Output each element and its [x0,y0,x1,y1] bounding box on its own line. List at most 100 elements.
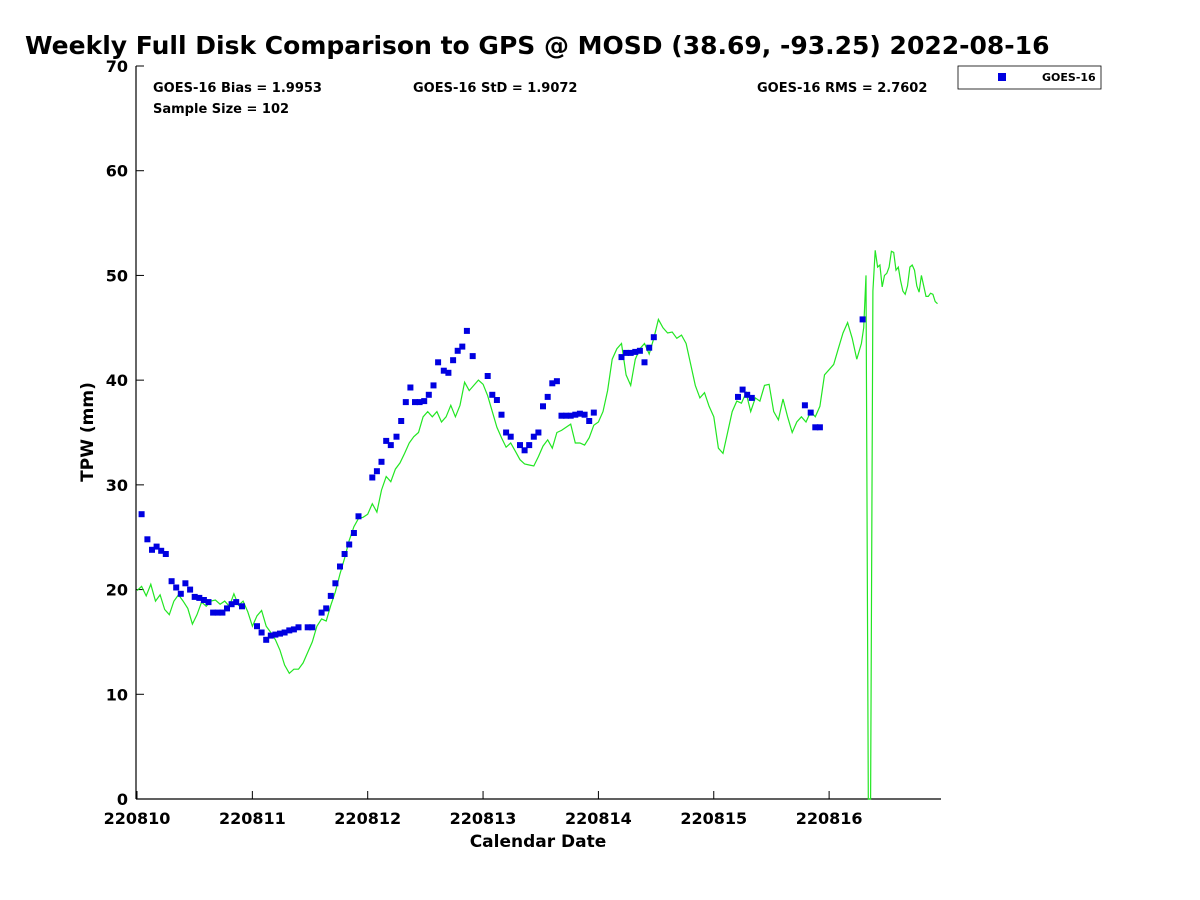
goes-point [816,424,823,431]
y-tick-label: 60 [106,162,128,181]
y-tick-label: 10 [106,685,128,704]
goes-point [812,424,819,431]
goes-point [440,367,447,374]
goes-point [228,601,235,608]
x-tick-label: 220816 [796,809,863,828]
goes-point [489,391,496,398]
goes-point [205,599,212,606]
x-tick-label: 220810 [104,809,171,828]
y-tick-label: 50 [106,266,128,285]
goes-point [521,447,528,454]
goes-point [632,348,639,355]
goes-point [327,592,334,599]
goes-point [807,409,814,416]
goes-point [590,409,597,416]
goes-point [402,399,409,406]
goes-point [553,378,560,385]
goes-series [138,316,866,643]
goes-point [286,627,293,634]
goes-point [498,411,505,418]
goes-point [332,580,339,587]
goes-point [463,327,470,334]
goes-point [517,442,523,449]
goes-point [369,474,376,481]
x-tick-label: 220812 [334,809,401,828]
x-tick-label: 220814 [565,809,632,828]
goes-point [254,623,260,630]
goes-point [739,386,746,393]
goes-point [318,609,325,616]
std-stat: GOES-16 StD = 1.9072 [413,81,577,96]
goes-point [239,603,245,610]
goes-point [387,442,394,449]
goes-point [346,541,353,548]
goes-point [393,433,400,440]
goes-point [445,369,452,376]
y-tick-label: 30 [106,476,128,495]
goes-point [412,399,418,406]
goes-point [748,394,755,401]
goes-point [233,599,240,606]
legend-box [957,65,1102,90]
y-tick-label: 0 [117,790,128,809]
goes-point [290,626,297,633]
goes-point [295,624,302,631]
goes-point [263,636,270,643]
goes-point [337,563,343,570]
goes-point [627,349,634,356]
goes-point [586,418,593,424]
y-tick-label: 70 [106,57,128,76]
goes-point [153,543,160,550]
goes-point [304,624,311,631]
goes-point [735,393,741,400]
rms-stat: GOES-16 RMS = 2.7602 [757,81,927,96]
bias-stat: GOES-16 Bias = 1.9953 [153,81,322,96]
sample-size-stat: Sample Size = 102 [153,102,289,117]
goes-point [309,624,316,631]
goes-point [558,412,565,419]
goes-point [650,334,657,341]
goes-point [168,578,175,585]
goes-point [507,433,514,440]
goes-point [191,593,198,600]
gps-line [136,250,938,800]
goes-point [182,580,189,587]
goes-point [540,403,546,410]
goes-point [210,609,217,616]
goes-point [341,551,348,557]
goes-point [416,399,423,406]
goes-point [493,397,500,403]
goes-point [530,433,537,440]
goes-point [435,359,442,366]
goes-point [636,347,643,354]
goes-point [572,411,579,418]
y-axis-label: TPW (mm) [78,382,98,482]
y-tick-label: 40 [106,371,128,390]
goes-point [162,551,169,557]
x-tick-label: 220813 [450,809,517,828]
goes-point [744,391,751,398]
goes-point [484,373,491,379]
goes-point [623,349,630,356]
goes-point [138,511,145,518]
goes-point [618,354,625,361]
goes-point [272,631,279,638]
goes-point [450,357,457,364]
x-tick-label: 220815 [680,809,747,828]
goes-point [355,513,362,520]
goes-point [801,402,808,409]
goes-point [144,536,151,543]
goes-point [567,412,574,419]
goes-point [149,546,155,553]
goes-point [350,530,357,536]
goes-point [430,382,437,389]
goes-point [373,468,380,475]
goes-point [469,353,476,360]
goes-point [323,605,330,612]
goes-point [503,429,510,436]
legend: GOES-16 [957,65,1102,90]
goes-point [563,412,570,419]
goes-point [378,458,385,465]
goes-point [281,629,288,636]
